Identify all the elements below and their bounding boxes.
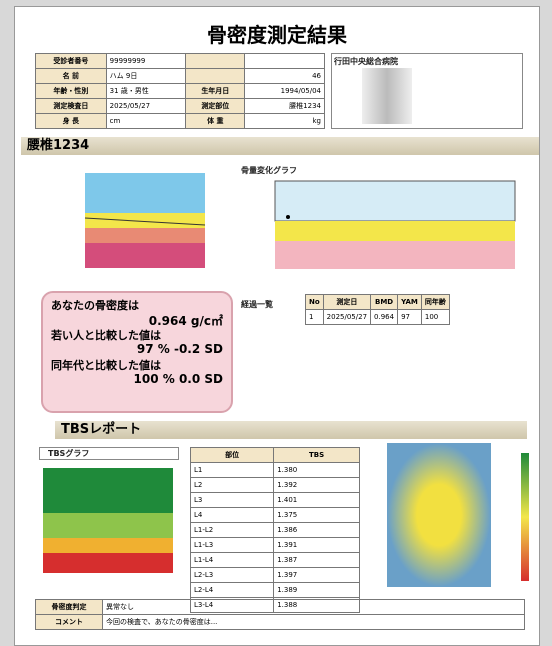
row: L2-L4 1.389: [189, 582, 360, 598]
cell: 1.397: [273, 567, 360, 583]
cell: 31 歳・男性: [105, 83, 187, 99]
tbs-graph-title: TBSグラフ: [39, 447, 179, 460]
spine-image: [362, 68, 412, 124]
header-cell: 同年齢: [420, 294, 450, 310]
cell: 1994/05/04: [244, 83, 325, 99]
cell: 46: [244, 68, 325, 84]
cell: 0.964: [370, 309, 399, 325]
cell: 1.389: [273, 582, 360, 598]
row: L2 1.392: [189, 477, 360, 493]
cell: L1: [189, 462, 275, 478]
tbs-image: [387, 443, 491, 587]
result-line: 同年代と比較した値は: [51, 359, 161, 372]
judgement: 異常なし: [102, 599, 525, 615]
cell: 名 前: [35, 68, 107, 84]
cell: L2-L3: [189, 567, 275, 583]
cell: 1.387: [273, 552, 360, 568]
result-line: 若い人と比較した値は: [51, 329, 161, 342]
cell: 1.401: [273, 492, 360, 508]
tbs-bar: TBSレポート: [55, 421, 527, 439]
row: 名 前ハム 9日 46: [35, 68, 325, 84]
footer-table: 骨密度判定 異常なし コメント 今回の検査で、あなたの骨密度は...: [35, 599, 525, 630]
cell: 100: [420, 309, 450, 325]
row: L1 1.380: [189, 462, 360, 478]
comment-label: コメント: [35, 614, 103, 630]
cell: 生年月日: [185, 83, 246, 99]
header-cell: BMD: [370, 294, 399, 310]
result-line: 97 % -0.2 SD: [136, 342, 223, 356]
cell: ハム 9日: [105, 68, 187, 84]
cell: 測定検査日: [35, 98, 107, 114]
cell: L3: [189, 492, 275, 508]
cell: L2-L4: [189, 582, 275, 598]
cell: 99999999: [105, 53, 187, 69]
cell: [244, 53, 325, 69]
cell: 1.380: [273, 462, 360, 478]
color-scale: [521, 453, 529, 581]
bmd-chart: [84, 173, 206, 268]
page: 骨密度測定結果 受診者番号 99999999 名 前ハム 9日 46 年齢・性別 31 歳…: [14, 6, 540, 646]
header-cell: TBS: [273, 447, 360, 463]
cell: 体 重: [185, 113, 246, 129]
cell: L4: [189, 507, 275, 523]
cell: 1.392: [273, 477, 360, 493]
cell: 身 長: [35, 113, 107, 129]
header-cell: 部位: [189, 447, 275, 463]
trend-chart: [274, 180, 516, 269]
cell: 1: [305, 309, 324, 325]
row: L1-L2 1.386: [189, 522, 360, 538]
history-title: 経過一覧: [241, 300, 273, 309]
row: 1 2025/05/27 0.964 97 100: [305, 309, 450, 325]
cell: 1.391: [273, 537, 360, 553]
comment: 今回の検査で、あなたの骨密度は...: [102, 614, 525, 630]
cell: L1-L2: [189, 522, 275, 538]
cell: 受診者番号: [35, 53, 107, 69]
judgement-label: 骨密度判定: [35, 599, 103, 615]
header-row: 部位 TBS: [189, 447, 360, 463]
cell: [185, 68, 246, 84]
title: 骨密度測定結果: [207, 23, 347, 47]
patient-table: 受診者番号 99999999 名 前ハム 9日 46 年齢・性別 31 歳・男性 生年月日 1…: [35, 53, 325, 129]
result-line: 100 % 0.0 SD: [133, 372, 223, 386]
row: L2-L3 1.397: [189, 567, 360, 583]
result-box: あなたの骨密度は 0.964 g/c㎡ 若い人と比較した値は 97 % -0.2 SD…: [41, 291, 233, 413]
cell: L2: [189, 477, 275, 493]
cell: L1-L4: [189, 552, 275, 568]
cell: 2025/05/27: [322, 309, 372, 325]
row: 受診者番号 99999999: [35, 53, 325, 69]
trend-title: 骨量変化グラフ: [241, 166, 297, 175]
history-table: No 測定日 BMD YAM 同年齢 1 2025/05/27 0.964 97 100: [305, 294, 450, 325]
row: 身 長 cm 体 重 kg: [35, 113, 325, 129]
row: 年齢・性別 31 歳・男性 生年月日 1994/05/04: [35, 83, 325, 99]
cell: 97: [397, 309, 422, 325]
header-cell: 測定日: [322, 294, 372, 310]
cell: 2025/05/27: [105, 98, 187, 114]
site-bar: 腰椎1234: [21, 137, 539, 155]
cell: kg: [244, 113, 325, 129]
cell: 1.375: [273, 507, 360, 523]
row: L4 1.375: [189, 507, 360, 523]
row: L3 1.401: [189, 492, 360, 508]
cell: cm: [105, 113, 187, 129]
row: L1-L3 1.391: [189, 537, 360, 553]
header-cell: No: [305, 294, 324, 310]
cell: [185, 53, 246, 69]
cell: 1.386: [273, 522, 360, 538]
result-line: 0.964 g/c㎡: [148, 314, 223, 328]
result-line: あなたの骨密度は: [51, 299, 139, 312]
cell: L1-L3: [189, 537, 275, 553]
hospital: 行田中央総合病院: [334, 57, 398, 66]
header-cell: YAM: [397, 294, 422, 310]
tbs-table: 部位 TBS L1 1.380 L2 1.392 L3 1.401 L4 1.375 L1-L2 1.…: [189, 447, 360, 613]
tbs-chart: [43, 468, 173, 573]
header-row: No 測定日 BMD YAM 同年齢: [305, 294, 450, 310]
row: L1-L4 1.387: [189, 552, 360, 568]
cell: 測定部位: [185, 98, 246, 114]
hospital-box: 行田中央総合病院: [331, 53, 523, 129]
cell: 腰椎1234: [244, 98, 325, 114]
cell: 年齢・性別: [35, 83, 107, 99]
row: 測定検査日 2025/05/27 測定部位 腰椎1234: [35, 98, 325, 114]
